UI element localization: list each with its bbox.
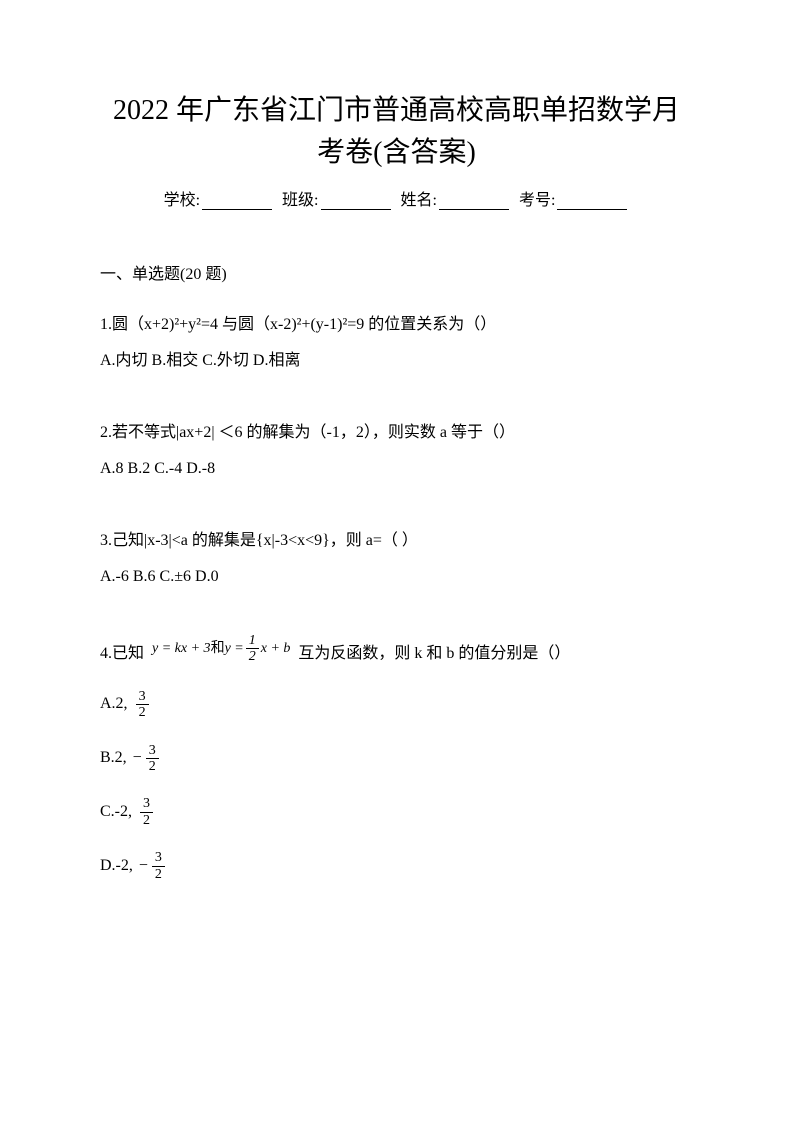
section-header: 一、单选题(20 题) xyxy=(100,260,693,284)
q4-option-d-frac: 3 2 xyxy=(152,850,165,882)
id-blank[interactable] xyxy=(557,192,627,210)
q4-option-c: C.-2, 3 2 xyxy=(100,796,693,828)
q4-option-b-value: − 3 2 xyxy=(133,743,161,775)
question-3-text: 3.己知|x-3|<a 的解集是{x|-3<x<9}，则 a=（ ） xyxy=(100,525,693,557)
q4-opt-b-num: 3 xyxy=(146,743,159,759)
q4-opt-a-den: 2 xyxy=(136,705,149,720)
minus-sign-icon: − xyxy=(133,747,142,769)
q4-option-a-frac: 3 2 xyxy=(136,689,149,721)
question-2-options: A.8 B.2 C.-4 D.-8 xyxy=(100,453,693,485)
q4-math-expression: y = kx + 3 和 y = 1 2 x + b xyxy=(146,633,296,665)
q4-suffix: 互为反函数，则 k 和 b 的值分别是（） xyxy=(298,640,570,669)
q4-option-d-value: − 3 2 xyxy=(139,850,167,882)
q4-opt-b-den: 2 xyxy=(146,759,159,774)
q4-option-a-label: A.2, xyxy=(100,693,128,715)
question-4-text: 4.已知 y = kx + 3 和 y = 1 2 x + b 互为反函数，则 … xyxy=(100,633,693,669)
q4-math-frac-den: 2 xyxy=(246,649,259,664)
question-1: 1.圆（x+2)²+y²=4 与圆（x-2)²+(y-1)²=9 的位置关系为（… xyxy=(100,309,693,377)
q4-option-b-label: B.2, xyxy=(100,747,127,769)
q4-option-a-value: 3 2 xyxy=(134,689,151,721)
question-4: 4.已知 y = kx + 3 和 y = 1 2 x + b 互为反函数，则 … xyxy=(100,633,693,882)
q4-math-and: 和 xyxy=(211,636,225,661)
q4-math-frac-num: 1 xyxy=(246,633,259,649)
exam-title: 2022 年广东省江门市普通高校高职单招数学月考卷(含答案) xyxy=(100,90,693,174)
class-blank[interactable] xyxy=(321,192,391,210)
question-1-text: 1.圆（x+2)²+y²=4 与圆（x-2)²+(y-1)²=9 的位置关系为（… xyxy=(100,309,693,341)
q4-math-frac: 1 2 xyxy=(246,633,259,665)
q4-option-c-label: C.-2, xyxy=(100,801,132,823)
class-label: 班级: xyxy=(282,192,318,209)
q4-math-p2: y = xyxy=(225,636,244,661)
q4-opt-d-num: 3 xyxy=(152,850,165,866)
q4-option-c-frac: 3 2 xyxy=(140,796,153,828)
question-1-options: A.内切 B.相交 C.外切 D.相离 xyxy=(100,345,693,377)
q4-prefix: 4.已知 xyxy=(100,640,144,669)
school-blank[interactable] xyxy=(202,192,272,210)
question-3: 3.己知|x-3|<a 的解集是{x|-3<x<9}，则 a=（ ） A.-6 … xyxy=(100,525,693,593)
name-label: 姓名: xyxy=(401,192,437,209)
id-label: 考号: xyxy=(519,192,555,209)
q4-opt-c-num: 3 xyxy=(140,796,153,812)
question-2: 2.若不等式|ax+2| ＜6 的解集为（-1，2），则实数 a 等于（） A.… xyxy=(100,417,693,485)
minus-sign-icon: − xyxy=(139,855,148,877)
q4-option-d: D.-2, − 3 2 xyxy=(100,850,693,882)
q4-opt-c-den: 2 xyxy=(140,813,153,828)
question-2-text: 2.若不等式|ax+2| ＜6 的解集为（-1，2），则实数 a 等于（） xyxy=(100,417,693,449)
name-blank[interactable] xyxy=(439,192,509,210)
q4-option-b-frac: 3 2 xyxy=(146,743,159,775)
school-label: 学校: xyxy=(164,192,200,209)
q4-math-p3: x + b xyxy=(261,636,291,661)
student-info-line: 学校: 班级: 姓名: 考号: xyxy=(100,186,693,210)
q4-option-d-label: D.-2, xyxy=(100,855,133,877)
q4-option-b: B.2, − 3 2 xyxy=(100,743,693,775)
q4-option-a: A.2, 3 2 xyxy=(100,689,693,721)
q4-option-c-value: 3 2 xyxy=(138,796,155,828)
q4-opt-a-num: 3 xyxy=(136,689,149,705)
q4-opt-d-den: 2 xyxy=(152,867,165,882)
question-3-options: A.-6 B.6 C.±6 D.0 xyxy=(100,561,693,593)
q4-math-p1: y = kx + 3 xyxy=(152,636,211,661)
